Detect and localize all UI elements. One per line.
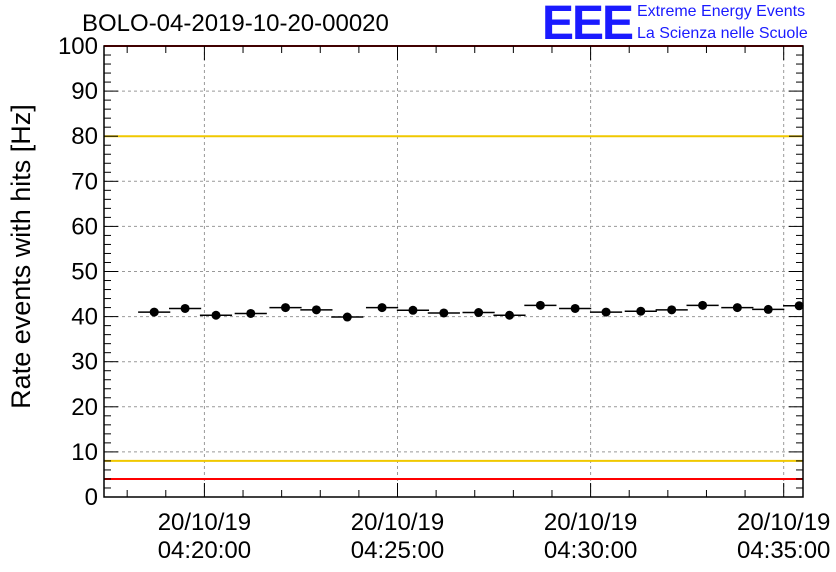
data-point bbox=[601, 307, 611, 317]
x-tick-label-time: 04:20:00 bbox=[158, 537, 251, 564]
data-point bbox=[667, 305, 677, 315]
x-tick-label-time: 04:30:00 bbox=[544, 537, 637, 564]
x-tick-label-date: 20/10/19 bbox=[544, 509, 637, 536]
data-point bbox=[377, 303, 387, 313]
data-point bbox=[149, 307, 159, 317]
data-point bbox=[794, 301, 804, 311]
data-point bbox=[732, 303, 742, 313]
data-point bbox=[408, 305, 418, 315]
y-tick-label: 10 bbox=[71, 439, 98, 466]
data-point bbox=[474, 308, 484, 318]
y-tick-label: 90 bbox=[71, 78, 98, 105]
x-tick-label-time: 04:35:00 bbox=[737, 537, 830, 564]
data-point bbox=[636, 306, 646, 316]
data-point bbox=[439, 308, 449, 318]
x-tick-label-date: 20/10/19 bbox=[158, 509, 251, 536]
y-tick-label: 30 bbox=[71, 349, 98, 376]
data-point bbox=[698, 300, 708, 310]
y-tick-label: 50 bbox=[71, 259, 98, 286]
data-point bbox=[763, 304, 773, 314]
y-tick-label: 100 bbox=[58, 33, 98, 60]
y-tick-label: 70 bbox=[71, 168, 98, 195]
data-point bbox=[246, 308, 256, 318]
data-point bbox=[311, 305, 321, 315]
data-point bbox=[535, 300, 545, 310]
data-point bbox=[180, 303, 190, 313]
eee-logo: EEE bbox=[542, 0, 634, 50]
data-point bbox=[211, 310, 221, 320]
y-tick-label: 20 bbox=[71, 394, 98, 421]
y-tick-label: 40 bbox=[71, 304, 98, 331]
x-tick-label-time: 04:25:00 bbox=[351, 537, 444, 564]
data-point bbox=[281, 303, 291, 313]
logo-line-1: Extreme Energy Events bbox=[637, 3, 806, 20]
chart-title: BOLO-04-2019-10-20-00020 bbox=[82, 10, 389, 37]
data-point bbox=[342, 312, 352, 322]
x-tick-label-date: 20/10/19 bbox=[737, 509, 830, 536]
data-point bbox=[570, 303, 580, 313]
x-tick-label-date: 20/10/19 bbox=[351, 509, 444, 536]
y-tick-label: 0 bbox=[85, 484, 98, 511]
y-tick-label: 80 bbox=[71, 123, 98, 150]
y-tick-label: 60 bbox=[71, 213, 98, 240]
logo-line-2: La Scienza nelle Scuole bbox=[637, 25, 808, 42]
y-axis-title: Rate events with hits [Hz] bbox=[6, 104, 36, 409]
data-point bbox=[504, 310, 514, 320]
